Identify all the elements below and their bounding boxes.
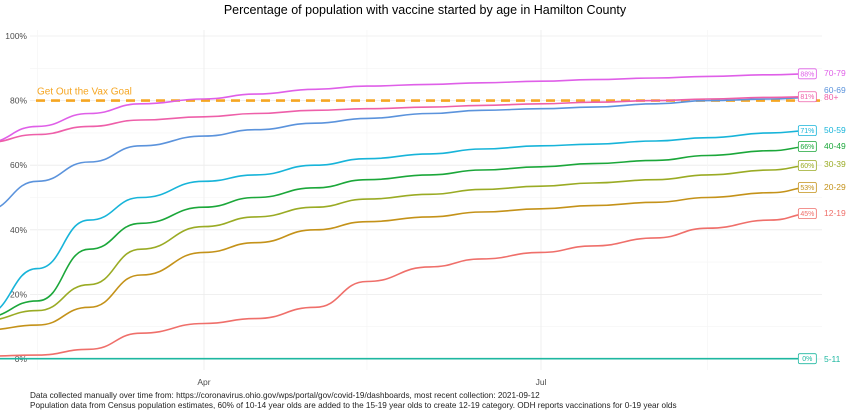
series-line-60-69 bbox=[0, 96, 812, 208]
series-name-label-50-59: 50-59 bbox=[824, 125, 846, 135]
series-name-label-5-11: 5-11 bbox=[824, 354, 841, 364]
goal-label: Get Out the Vax Goal bbox=[37, 87, 132, 98]
grid bbox=[30, 30, 822, 370]
end-value-label-50-59: 71% bbox=[800, 128, 814, 135]
y-tick-label: 80% bbox=[10, 96, 27, 106]
series-line-30-39 bbox=[0, 164, 812, 320]
end-value-badge-30-39 bbox=[797, 160, 817, 171]
axes: 0%20%40%60%80%100%Apr Jul bbox=[5, 31, 546, 387]
series-line-50-59 bbox=[0, 129, 812, 309]
end-value-badge-40-49 bbox=[797, 141, 817, 152]
series-line-20-29 bbox=[0, 186, 812, 331]
series-labels: 88% 70-79 60-69 81% 80+ 71% 50-59 66% 40-49 60% 30… bbox=[797, 68, 846, 365]
series-line-80+ bbox=[0, 95, 812, 143]
series-name-label-12-19: 12-19 bbox=[824, 208, 846, 218]
series-line-40-49 bbox=[0, 145, 812, 316]
x-tick-label: Jul bbox=[536, 377, 547, 387]
series-line-12-19 bbox=[0, 212, 812, 357]
series-name-label-20-29: 20-29 bbox=[824, 182, 846, 192]
x-tick-label: Apr bbox=[197, 377, 210, 387]
end-value-label-80+: 81% bbox=[800, 94, 814, 101]
chart-title: Percentage of population with vaccine st… bbox=[224, 3, 627, 17]
end-value-badge-50-59 bbox=[797, 125, 817, 137]
end-value-badge-12-19 bbox=[797, 208, 817, 220]
series-line-70-79 bbox=[0, 73, 812, 142]
y-tick-label: 40% bbox=[10, 225, 27, 235]
end-value-badge-5-11 bbox=[797, 353, 817, 365]
end-value-label-70-79: 88% bbox=[800, 71, 814, 78]
end-value-label-30-39: 60% bbox=[800, 163, 814, 170]
series-name-label-70-79: 70-79 bbox=[824, 68, 846, 78]
end-value-badge-80+ bbox=[797, 91, 817, 103]
series-name-label-30-39: 30-39 bbox=[824, 159, 846, 169]
end-value-label-12-19: 45% bbox=[800, 211, 814, 218]
caption-population: Population data from Census population e… bbox=[30, 401, 677, 410]
end-value-badge-70-79 bbox=[797, 68, 817, 80]
end-value-badge-20-29 bbox=[797, 182, 817, 193]
end-value-label-20-29: 53% bbox=[800, 185, 814, 192]
series bbox=[0, 73, 812, 360]
y-tick-label: 60% bbox=[10, 160, 27, 170]
end-value-label-40-49: 66% bbox=[800, 144, 814, 151]
end-value-label-5-11: 0% bbox=[802, 356, 812, 363]
series-name-label-40-49: 40-49 bbox=[824, 141, 846, 151]
series-name-label-60-69: 60-69 bbox=[824, 85, 846, 95]
caption-source: Data collected manually over time from: … bbox=[30, 391, 540, 400]
series-name-label-80+: 80+ bbox=[824, 92, 838, 102]
y-tick-label: 100% bbox=[5, 31, 27, 41]
y-tick-label: 20% bbox=[10, 289, 27, 299]
